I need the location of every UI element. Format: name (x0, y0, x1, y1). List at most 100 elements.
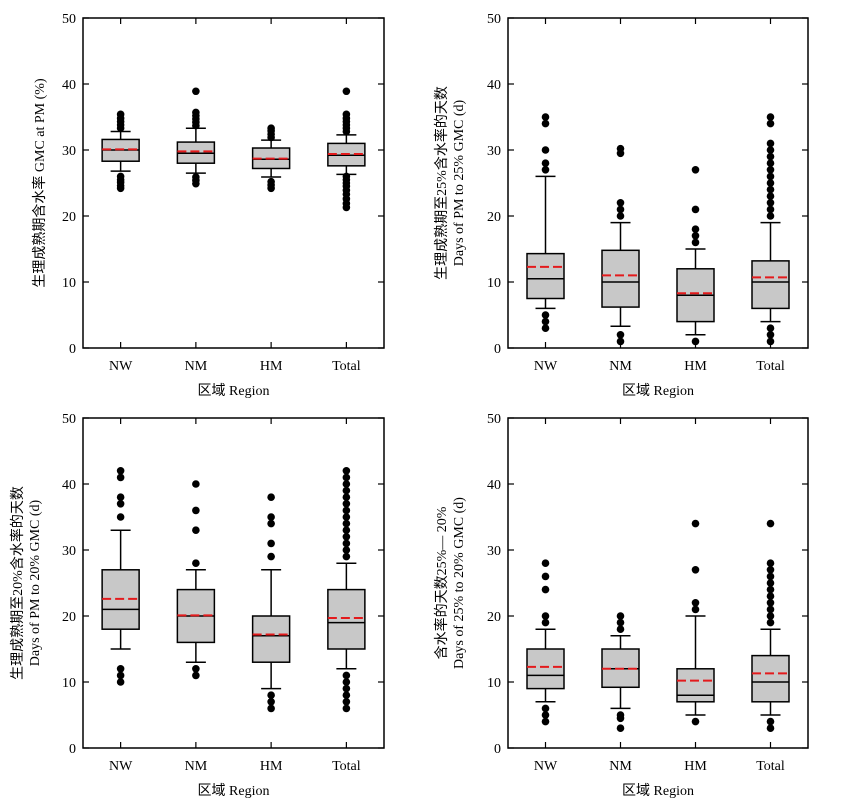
outlier-point (192, 506, 200, 515)
outlier-point (766, 519, 775, 528)
chart-panel-1: 0 10 20 30 40 50 NW NM HM Total 区域 Region 生理成熟期含水率 … (31, 12, 385, 399)
plot-frame (82, 417, 385, 749)
x-axis-title: 区域 Region (198, 383, 270, 399)
outlier-point (541, 612, 550, 620)
x-tick-label: NM (185, 359, 208, 374)
x-tick-label: NW (109, 359, 133, 374)
outlier-point (116, 671, 125, 680)
y-tick-label: 20 (487, 210, 501, 225)
outlier-point (766, 159, 775, 167)
outlier-point (766, 205, 775, 214)
y-tick-label: 20 (487, 610, 501, 625)
box-NM (601, 144, 640, 346)
y-tick-label: 30 (62, 544, 76, 559)
outlier-point (116, 110, 125, 119)
box-body (526, 252, 565, 300)
box-NM (176, 480, 216, 680)
outlier-point (766, 119, 775, 128)
box-NW (526, 559, 565, 726)
outlier-point (192, 665, 200, 673)
outlier-point (691, 166, 700, 174)
y-tick-label: 0 (494, 742, 501, 757)
outlier-point (766, 152, 775, 161)
outlier-point (766, 192, 775, 200)
outlier-point (766, 337, 775, 346)
outlier-point (342, 473, 351, 482)
outlier-point (691, 519, 700, 528)
y-tick-label: 40 (62, 78, 76, 93)
box-NW (526, 113, 565, 333)
outlier-point (766, 199, 775, 207)
x-axis-title: 区域 Region (622, 783, 694, 799)
outlier-point (116, 467, 125, 475)
outlier-point (616, 212, 625, 220)
outlier-point (267, 698, 275, 706)
outlier-point (342, 671, 351, 680)
box-body (601, 249, 640, 308)
outlier-point (116, 172, 125, 181)
box-body (676, 668, 715, 703)
y-tick-label: 10 (62, 676, 76, 691)
outlier-point (541, 618, 550, 627)
x-tick-label: HM (684, 359, 707, 374)
y-tick-label: 50 (487, 412, 501, 427)
outlier-point (616, 144, 625, 153)
outlier-point (116, 513, 125, 521)
outlier-point (616, 711, 625, 719)
outlier-point (766, 605, 775, 614)
outlier-point (541, 704, 550, 713)
box-NW (101, 110, 140, 193)
outlier-point (116, 500, 125, 508)
y-tick-label: 30 (62, 144, 76, 159)
x-axis-title: 区域 Region (198, 783, 270, 799)
x-tick-label: Total (756, 359, 785, 374)
outlier-point (616, 337, 625, 346)
outlier-point (342, 110, 351, 119)
outlier-point (691, 205, 700, 214)
box-Total (327, 467, 366, 713)
outlier-point (342, 678, 351, 686)
outlier-point (691, 238, 700, 247)
outlier-point (691, 225, 700, 233)
outlier-point (766, 592, 775, 600)
box-body (526, 648, 565, 690)
outlier-point (342, 172, 351, 181)
outlier-point (766, 166, 775, 174)
chart-panel-3: 0 10 20 30 40 50 NW NM HM Total 区域 Region 生理成熟期至20%… (9, 412, 385, 799)
outlier-point (766, 324, 775, 333)
outlier-point (766, 139, 775, 148)
outlier-point (766, 612, 775, 620)
outlier-point (541, 559, 550, 567)
y-axis-title: 含水率的天数25%— 20% (433, 506, 450, 659)
outlier-point (766, 618, 775, 627)
y-tick-label: 50 (62, 412, 76, 427)
outlier-point (766, 566, 775, 574)
outlier-point (267, 552, 275, 561)
y-tick-label: 30 (487, 144, 501, 159)
outlier-point (766, 599, 775, 607)
outlier-point (267, 513, 275, 521)
outlier-point (616, 205, 625, 214)
outlier-point (616, 612, 625, 620)
y-tick-label: 10 (487, 276, 501, 291)
outlier-point (342, 513, 351, 521)
x-tick-label: NM (185, 759, 208, 774)
outlier-point (342, 533, 351, 541)
outlier-point (192, 526, 200, 534)
outlier-point (192, 559, 200, 567)
outlier-point (541, 119, 550, 128)
outlier-point (342, 691, 351, 699)
box-HM (676, 166, 715, 346)
chart-panel-4: 0 10 20 30 40 50 NW NM HM Total 区域 Region 含水率的天数25%… (433, 412, 809, 799)
chart-panel-2: 0 10 20 30 40 50 NW NM HM Total 区域 Region 生理成熟期至25%… (433, 12, 809, 399)
x-tick-label: NW (534, 359, 558, 374)
outlier-point (267, 177, 275, 186)
outlier-point (342, 519, 351, 528)
box-body (751, 260, 790, 310)
outlier-point (541, 317, 550, 326)
box-body (251, 615, 291, 663)
outlier-point (691, 566, 700, 574)
outlier-point (766, 179, 775, 187)
x-tick-label: NW (109, 759, 133, 774)
box-HM (251, 493, 291, 713)
